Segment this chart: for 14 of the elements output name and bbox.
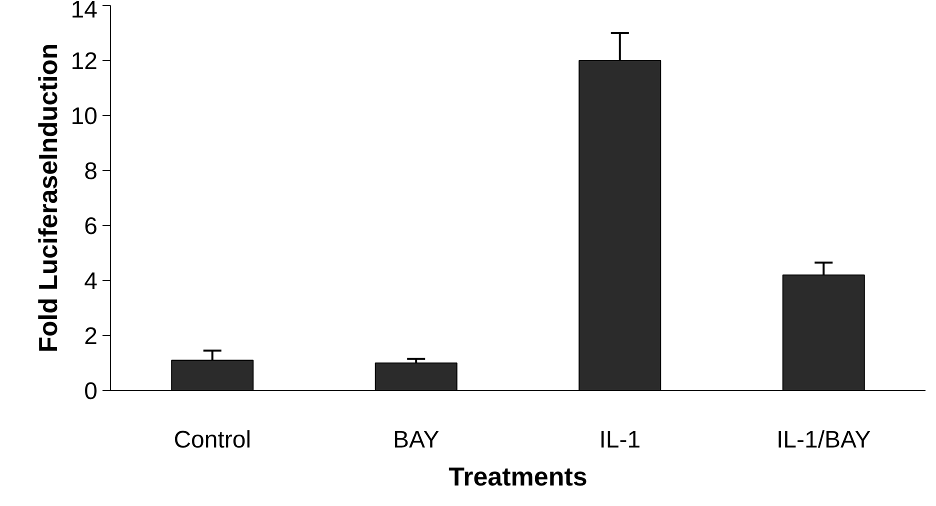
x-tick-label: IL-1 [599, 426, 641, 454]
y-tick-label: 4 [84, 268, 98, 295]
x-tick-label: Control [174, 426, 252, 454]
x-tick-label: IL-1/BAY [776, 426, 871, 454]
y-tick-label: 0 [84, 378, 98, 405]
y-tick-label: 14 [70, 0, 98, 24]
y-tick-label: 10 [70, 103, 98, 130]
y-tick-label: 8 [84, 158, 98, 185]
y-axis-title: Fold LuciferaseInduction [32, 43, 63, 353]
y-tick-label: 2 [84, 323, 98, 350]
y-tick-label: 12 [70, 48, 98, 75]
x-axis-title: Treatments [448, 462, 588, 492]
x-tick-label: BAY [393, 426, 440, 454]
y-tick-label: 6 [84, 213, 98, 240]
